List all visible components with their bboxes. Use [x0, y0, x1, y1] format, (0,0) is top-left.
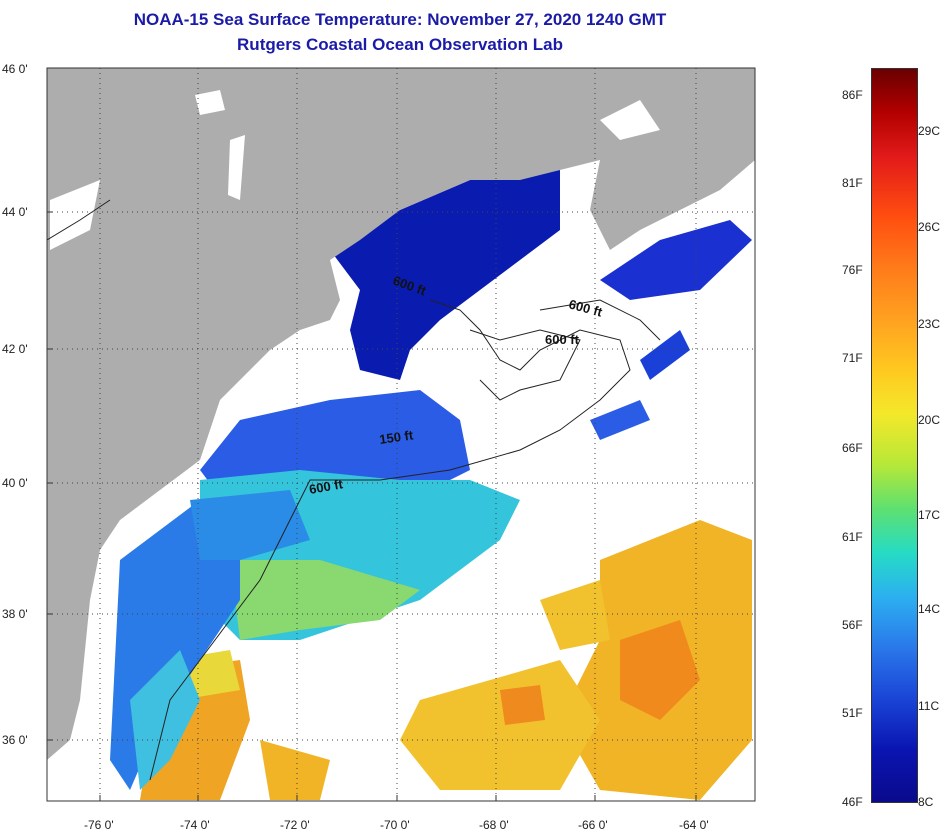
colorbar-celsius-label: 29C	[918, 124, 941, 138]
depth-label: 150 ft	[378, 427, 414, 447]
shelf-water	[110, 390, 520, 790]
gulf-of-maine-cold-water	[330, 170, 560, 380]
colorbar-fahrenheit-label: 66F	[842, 441, 863, 455]
map-title: NOAA-15 Sea Surface Temperature: Novembe…	[133, 10, 667, 29]
longitude-label: -66 0'	[578, 818, 608, 832]
latitude-label: 40 0'	[2, 476, 28, 490]
axis-ticks	[47, 67, 697, 801]
longitude-label: -72 0'	[280, 818, 310, 832]
colorbar-celsius-label: 11C	[918, 699, 940, 713]
latitude-label: 46 0'	[2, 62, 28, 76]
colorbar-celsius-label: 26C	[918, 220, 941, 234]
depth-label: 600 ft	[545, 332, 580, 347]
colorbar-celsius-label: 8C	[918, 795, 934, 809]
colorbar-fahrenheit-label: 81F	[842, 176, 863, 190]
land-mass	[47, 68, 755, 760]
latitude-label: 44 0'	[2, 205, 28, 219]
colorbar-fahrenheit-label: 51F	[842, 706, 863, 720]
colorbar-celsius-label: 23C	[918, 317, 941, 331]
colorbar-celsius-label: 17C	[918, 508, 941, 522]
colorbar-fahrenheit-label: 76F	[842, 263, 863, 277]
longitude-label: -68 0'	[479, 818, 509, 832]
map-frame	[46, 67, 756, 802]
colorbar-fahrenheit-label: 86F	[842, 88, 863, 102]
depth-label: 600 ft	[308, 476, 345, 497]
graticule	[47, 68, 755, 801]
bathymetry-contours	[47, 199, 661, 781]
longitude-label: -74 0'	[180, 818, 210, 832]
colorbar-fahrenheit-label: 46F	[842, 795, 863, 809]
map-subtitle: Rutgers Coastal Ocean Observation Lab	[237, 35, 563, 54]
latitude-label: 36 0'	[2, 733, 28, 747]
longitude-label: -64 0'	[679, 818, 709, 832]
longitude-label: -76 0'	[84, 818, 114, 832]
colorbar-celsius-label: 20C	[918, 413, 941, 427]
colorbar-fahrenheit-label: 71F	[842, 351, 863, 365]
colorbar-fahrenheit-label: 61F	[842, 530, 863, 544]
temperature-colorbar	[871, 68, 918, 803]
colorbar-celsius-label: 14C	[918, 602, 941, 616]
latitude-label: 42 0'	[2, 342, 28, 356]
nova-scotia	[600, 110, 755, 240]
colorbar-fahrenheit-label: 56F	[842, 618, 863, 632]
longitude-label: -70 0'	[380, 818, 410, 832]
latitude-label: 38 0'	[2, 607, 28, 621]
